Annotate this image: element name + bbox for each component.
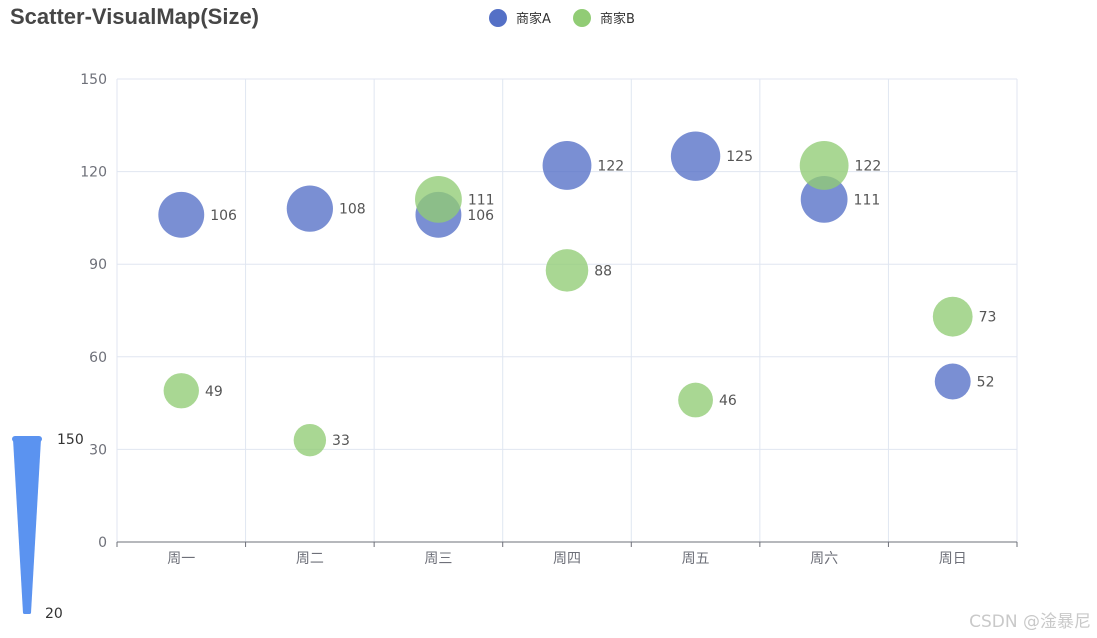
visual-map-bar [13, 439, 41, 613]
legend-label-series-b: 商家B [600, 12, 635, 27]
visual-map-handle-min [23, 611, 31, 614]
y-tick-label: 60 [89, 350, 107, 366]
data-label: 88 [594, 263, 612, 279]
data-label: 49 [205, 384, 223, 400]
y-tick-label: 90 [89, 257, 107, 273]
data-label: 122 [855, 158, 882, 174]
legend-label-series-a: 商家A [516, 12, 551, 27]
y-tick-label: 150 [80, 72, 107, 88]
data-label: 106 [210, 208, 237, 224]
y-tick-label: 120 [80, 165, 107, 181]
x-tick-label: 周日 [939, 551, 967, 567]
data-label: 52 [977, 374, 995, 390]
legend-item-series-b[interactable]: 商家B [573, 8, 635, 27]
x-tick-label: 周六 [810, 551, 838, 567]
x-tick-label: 周五 [682, 551, 710, 567]
y-tick-label: 30 [89, 442, 107, 458]
data-label: 73 [979, 310, 997, 326]
data-point [545, 249, 589, 292]
data-point [670, 131, 721, 181]
data-point [799, 141, 849, 190]
legend-marker-series-b [573, 8, 591, 27]
data-point [934, 363, 971, 400]
watermark: CSDN @淦暴尼 [969, 612, 1091, 632]
data-label: 125 [726, 149, 753, 165]
x-tick-label: 周三 [424, 551, 452, 567]
x-tick-label: 周四 [553, 551, 581, 567]
data-point [158, 191, 205, 238]
data-point [932, 296, 973, 337]
data-point [293, 423, 327, 457]
chart-title: Scatter-VisualMap(Size) [10, 4, 260, 29]
y-tick-label: 0 [98, 535, 107, 551]
data-label: 46 [719, 393, 737, 409]
data-point [800, 175, 848, 223]
visual-map-max-label: 150 [57, 432, 84, 448]
data-label: 108 [339, 202, 366, 218]
data-point [542, 141, 592, 190]
data-label: 122 [597, 158, 624, 174]
x-tick-label: 周二 [296, 551, 324, 567]
legend-item-series-a[interactable]: 商家A [489, 8, 551, 27]
data-label: 111 [854, 192, 881, 208]
visual-map-handle-max [12, 436, 42, 442]
data-point [415, 175, 462, 223]
data-label: 106 [467, 208, 494, 224]
visual-map-min-label: 20 [45, 606, 63, 622]
data-label: 111 [468, 192, 495, 208]
data-point [163, 373, 199, 409]
data-label: 33 [332, 433, 350, 449]
data-point [678, 382, 713, 418]
data-point [286, 185, 333, 232]
x-tick-label: 周一 [167, 551, 195, 567]
legend-marker-series-a [489, 8, 507, 27]
